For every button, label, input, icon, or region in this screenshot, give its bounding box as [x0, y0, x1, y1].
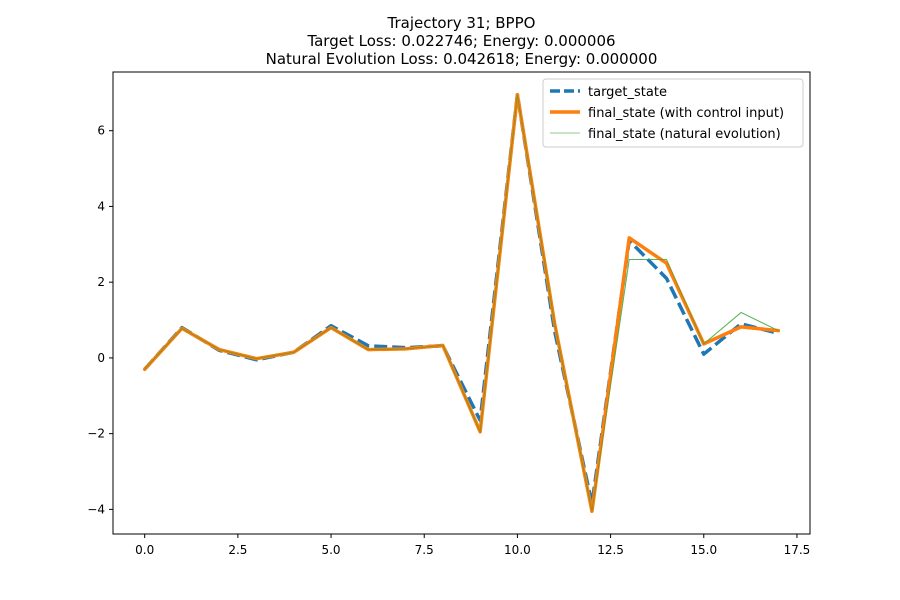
chart-title-line-1: Trajectory 31; BPPO: [387, 14, 536, 32]
x-tick-label: 0.0: [135, 543, 154, 557]
y-tick-label: 6: [97, 124, 105, 138]
x-tick-label: 7.5: [415, 543, 434, 557]
axes-frame: [112, 71, 811, 535]
x-tick-label: 15.0: [690, 543, 717, 557]
y-tick-label: −2: [87, 427, 105, 441]
y-tick-label: 2: [97, 275, 105, 289]
legend-label: final_state (with control input): [588, 106, 784, 121]
series-line-3-overlay: [144, 94, 779, 512]
chart-title-line-2: Target Loss: 0.022746; Energy: 0.000006: [306, 32, 615, 50]
y-tick-label: 4: [97, 199, 105, 213]
series-line-2: [142, 92, 781, 514]
y-tick-label: 0: [97, 351, 105, 365]
legend-label: final_state (natural evolution): [588, 127, 781, 142]
series-lines: [142, 92, 781, 514]
x-tick-label: 17.5: [784, 543, 811, 557]
x-tick-label: 12.5: [597, 543, 624, 557]
y-tick-label: −4: [87, 502, 105, 516]
x-axis: 0.0 2.5 5.0 7.5 10.0 12.5 15.0 17.5: [135, 534, 810, 557]
x-tick-label: 5.0: [321, 543, 340, 557]
legend: target_state final_state (with control in…: [542, 78, 804, 148]
legend-label: target_state: [588, 85, 667, 100]
legend-box: [542, 78, 804, 148]
x-tick-label: 10.0: [504, 543, 531, 557]
y-axis: −4 −2 0 2 4 6: [87, 124, 113, 516]
chart-title-line-3: Natural Evolution Loss: 0.042618; Energy…: [266, 50, 658, 68]
x-tick-label: 2.5: [228, 543, 247, 557]
